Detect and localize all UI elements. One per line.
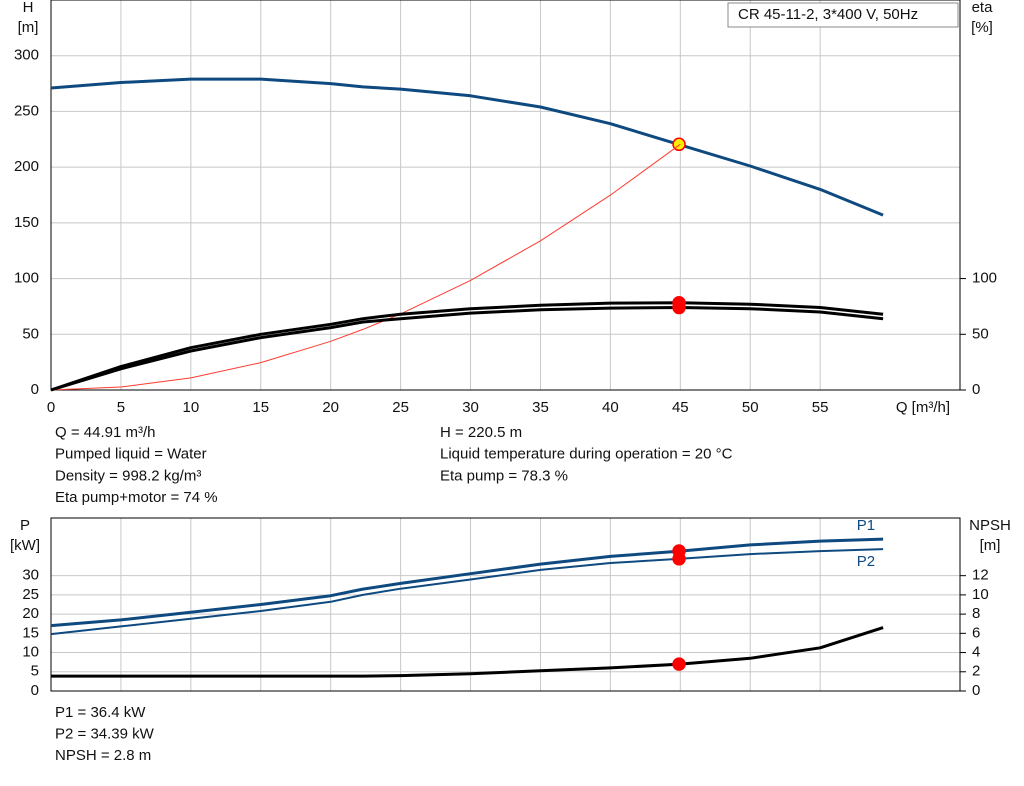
curve [50, 537, 884, 628]
y-tick-label: 0 [31, 682, 39, 699]
y-tick-label: 15 [22, 624, 39, 641]
y-tick-label: 20 [22, 605, 39, 622]
y2-tick-label: 10 [972, 586, 989, 603]
x-tick-label: 0 [47, 399, 55, 416]
y2-axis-unit: [%] [971, 19, 993, 36]
y2-tick-label: 6 [972, 624, 980, 641]
curve [51, 626, 884, 678]
y2-axis-label: NPSH [969, 517, 1011, 534]
x-axis-label: Q [m³/h] [896, 399, 950, 416]
curve [50, 301, 884, 392]
curve [50, 306, 884, 392]
y-tick-label: 200 [14, 158, 39, 175]
x-tick-label: 45 [672, 399, 689, 416]
y2-axis-unit: [m] [980, 537, 1001, 554]
y-tick-label: 100 [14, 270, 39, 287]
plot-frame [50, 517, 961, 692]
y2-tick-label: 100 [972, 270, 997, 287]
info-text: Density = 998.2 kg/m³ [55, 467, 201, 484]
curve [50, 548, 884, 636]
x-tick-label: 35 [532, 399, 549, 416]
info-text: H = 220.5 m [440, 424, 522, 441]
y-axis-label: H [23, 0, 34, 16]
curve [50, 77, 884, 217]
y-tick-label: 10 [22, 644, 39, 661]
y2-tick-label: 8 [972, 605, 980, 622]
y2-tick-label: 0 [972, 682, 980, 699]
y-tick-label: 0 [31, 381, 39, 398]
duty-point [672, 657, 686, 671]
x-tick-label: 15 [252, 399, 269, 416]
x-tick-label: 40 [602, 399, 619, 416]
legend-box-text: CR 45-11-2, 3*400 V, 50Hz [738, 6, 918, 23]
y2-tick-label: 12 [972, 567, 989, 584]
y-tick-label: 150 [14, 214, 39, 231]
duty-point [672, 552, 686, 566]
series-label: P2 [857, 553, 875, 570]
x-tick-label: 30 [462, 399, 479, 416]
y2-tick-label: 4 [972, 644, 980, 661]
info-text: Eta pump+motor = 74 % [55, 489, 218, 506]
info-text: Q = 44.91 m³/h [55, 424, 155, 441]
y-tick-label: 250 [14, 102, 39, 119]
plot-frame [50, 0, 961, 391]
info-text: NPSH = 2.8 m [55, 747, 151, 764]
y-axis-unit: [m] [18, 19, 39, 36]
duty-point [672, 300, 686, 315]
y2-axis-label: eta [972, 0, 994, 16]
legend-box [727, 2, 959, 28]
y2-tick-label: 50 [972, 325, 989, 342]
y-tick-label: 25 [22, 586, 39, 603]
y-tick-label: 30 [22, 567, 39, 584]
y2-tick-label: 0 [972, 381, 980, 398]
info-text: Pumped liquid = Water [55, 446, 207, 463]
info-text: Eta pump = 78.3 % [440, 467, 568, 484]
y-tick-label: 5 [31, 663, 39, 680]
info-text: P2 = 34.39 kW [55, 725, 155, 742]
y-tick-label: 300 [14, 47, 39, 64]
info-text: Liquid temperature during operation = 20… [440, 446, 733, 463]
y-axis-label: P [20, 517, 30, 534]
series-label: P1 [857, 517, 875, 534]
x-tick-label: 25 [392, 399, 409, 416]
y2-tick-label: 2 [972, 663, 980, 680]
x-tick-label: 5 [117, 399, 125, 416]
x-tick-label: 50 [742, 399, 759, 416]
y-axis-unit: [kW] [10, 537, 40, 554]
x-tick-label: 10 [183, 399, 200, 416]
curve [50, 143, 681, 391]
x-tick-label: 55 [812, 399, 829, 416]
x-tick-label: 20 [322, 399, 339, 416]
info-text: P1 = 36.4 kW [55, 704, 146, 721]
y-tick-label: 50 [22, 325, 39, 342]
